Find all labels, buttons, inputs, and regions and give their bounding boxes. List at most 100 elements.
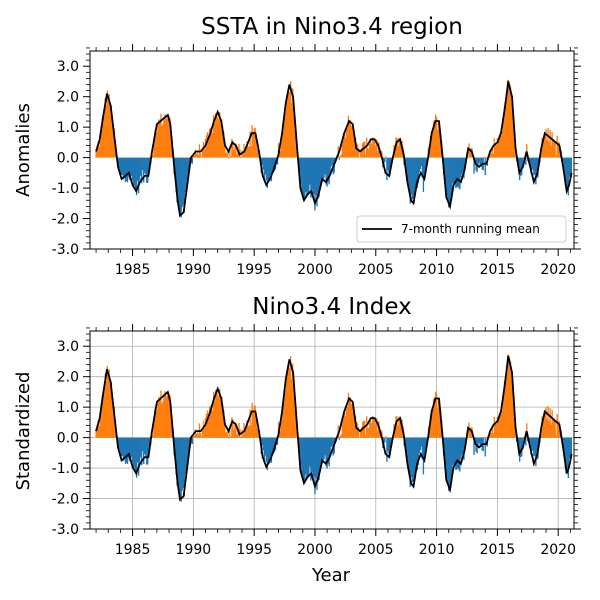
bar xyxy=(521,157,523,176)
bar xyxy=(425,157,428,165)
bar xyxy=(103,392,105,438)
bar xyxy=(565,157,567,191)
bar xyxy=(136,437,139,463)
bar xyxy=(533,437,535,457)
bar xyxy=(158,119,160,158)
bar xyxy=(203,428,206,438)
bar xyxy=(208,406,211,438)
bar xyxy=(303,157,305,201)
bar xyxy=(421,157,424,178)
bar xyxy=(105,381,107,438)
bar xyxy=(557,421,559,438)
x-tick-label: 2020 xyxy=(540,542,576,558)
bar xyxy=(185,157,187,189)
bar xyxy=(387,437,389,451)
bar xyxy=(263,157,265,181)
bar xyxy=(507,79,510,158)
bar xyxy=(106,365,108,438)
bar xyxy=(506,79,509,158)
bar xyxy=(300,437,302,466)
bar xyxy=(295,132,297,158)
bar xyxy=(477,437,479,446)
bar xyxy=(526,144,528,158)
bar xyxy=(511,100,514,158)
bar xyxy=(500,135,503,158)
bar xyxy=(413,157,415,202)
bar xyxy=(299,437,301,456)
bar xyxy=(387,157,389,171)
bar xyxy=(493,138,496,158)
bar xyxy=(125,157,128,182)
bar xyxy=(407,157,409,189)
bar xyxy=(221,119,223,158)
bar xyxy=(451,437,453,483)
bar xyxy=(309,437,311,467)
bar xyxy=(470,427,472,438)
bar xyxy=(143,157,145,183)
bar xyxy=(405,157,407,175)
bar xyxy=(225,152,227,158)
bar xyxy=(400,419,402,438)
bar xyxy=(233,150,235,158)
bar xyxy=(504,105,507,158)
y-tick-label: -2.0 xyxy=(52,212,79,228)
bar xyxy=(388,157,390,174)
bar xyxy=(377,151,379,158)
bar xyxy=(225,432,227,438)
bar xyxy=(323,157,325,178)
bar xyxy=(162,401,164,438)
bar xyxy=(459,157,461,190)
bar xyxy=(128,437,131,462)
bar xyxy=(132,437,135,470)
bar xyxy=(236,434,238,438)
bar xyxy=(502,120,505,158)
bar xyxy=(495,424,498,438)
bar xyxy=(345,406,348,438)
bar xyxy=(215,114,218,158)
bar xyxy=(557,142,559,158)
bar xyxy=(321,437,323,464)
bar xyxy=(349,397,352,438)
bar xyxy=(553,418,555,438)
bar xyxy=(131,437,134,463)
bar xyxy=(142,157,144,171)
bar xyxy=(255,413,257,438)
bar xyxy=(284,112,287,158)
bar xyxy=(314,437,316,495)
panel-title: Nino3.4 Index xyxy=(252,294,411,320)
bar xyxy=(162,123,164,158)
bar xyxy=(346,128,349,158)
bar xyxy=(489,152,491,158)
bar xyxy=(169,395,171,438)
bar xyxy=(461,437,463,456)
bar xyxy=(328,157,330,185)
bar xyxy=(344,415,347,438)
bar xyxy=(315,437,317,478)
bar xyxy=(318,437,320,481)
bar xyxy=(357,147,360,158)
bar xyxy=(360,148,363,158)
bar xyxy=(432,398,435,438)
bar xyxy=(286,94,289,158)
bar xyxy=(517,437,520,448)
bar xyxy=(567,157,570,196)
bar xyxy=(375,145,377,158)
bar xyxy=(222,127,224,158)
bar xyxy=(546,419,548,438)
bar xyxy=(356,144,359,158)
bar xyxy=(458,437,460,470)
bar xyxy=(157,122,159,158)
bar xyxy=(156,410,158,438)
bar xyxy=(339,155,341,158)
bar xyxy=(300,157,302,184)
bar xyxy=(366,427,369,438)
bar xyxy=(246,420,248,438)
y-axis-label: Anomalies xyxy=(13,103,34,197)
bar xyxy=(508,358,511,438)
bar xyxy=(564,437,566,468)
bar xyxy=(405,437,407,456)
bar xyxy=(161,126,163,158)
bar xyxy=(130,157,133,176)
bar xyxy=(98,146,100,158)
bar xyxy=(342,413,345,438)
